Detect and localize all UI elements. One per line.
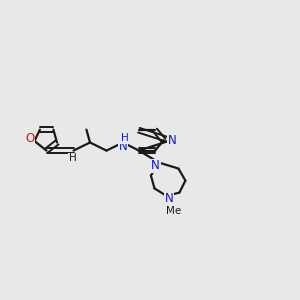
Text: H: H [121,133,128,143]
Text: Me: Me [166,206,181,216]
Text: N: N [164,192,173,206]
Text: H: H [69,153,76,163]
Text: N: N [167,134,176,147]
Text: O: O [26,132,34,145]
Text: N: N [151,159,160,172]
Text: N: N [118,140,127,153]
